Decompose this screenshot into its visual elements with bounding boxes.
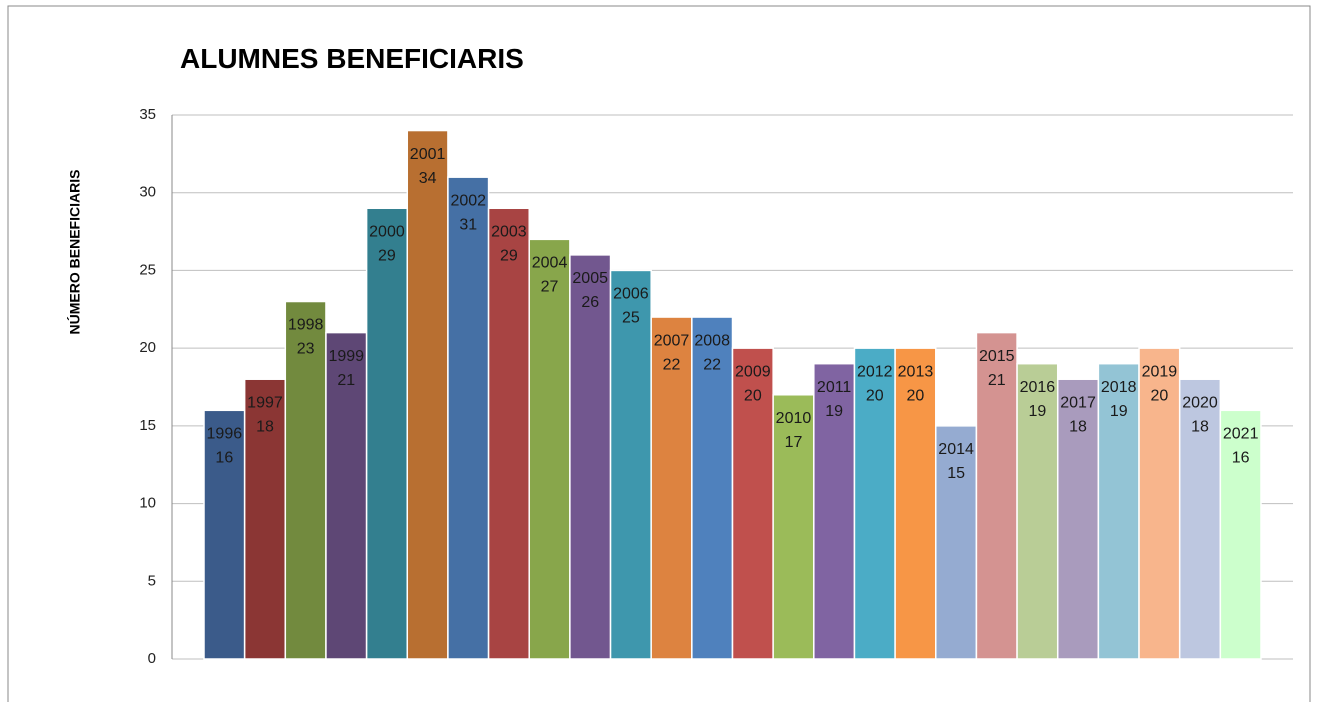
y-tick-label: 10 (139, 495, 156, 512)
bar (935, 425, 978, 660)
data-label-category: 2011 (817, 379, 852, 396)
bar (1178, 378, 1222, 660)
data-label-value: 19 (1029, 403, 1047, 420)
chart-frame (7, 5, 1311, 702)
data-label-value: 20 (1150, 387, 1168, 404)
bar (284, 300, 327, 660)
bar (650, 316, 693, 660)
bar (365, 207, 409, 660)
data-label-value: 29 (500, 247, 518, 264)
data-label-category: 2020 (1182, 394, 1218, 411)
data-label-value: 16 (1232, 450, 1250, 467)
data-label-category: 2006 (613, 286, 649, 303)
data-label-category: 2013 (898, 363, 934, 380)
data-label-category: 2009 (735, 363, 771, 380)
bar (1056, 378, 1100, 660)
data-label-value: 22 (703, 356, 721, 373)
data-label-value: 26 (581, 294, 599, 311)
data-label-value: 18 (1069, 418, 1087, 435)
data-label-value: 31 (459, 216, 477, 233)
data-label-category: 2002 (450, 192, 486, 209)
data-label-value: 15 (947, 465, 965, 482)
y-tick-label: 5 (148, 572, 156, 589)
bar (487, 207, 530, 660)
y-tick-label: 30 (139, 184, 156, 201)
bar (975, 331, 1018, 660)
data-label-category: 2000 (369, 223, 405, 240)
y-axis-label: NÚMERO BENEFICIARIS (66, 170, 83, 335)
data-label-category: 2003 (491, 223, 527, 240)
data-label-category: 2012 (857, 363, 893, 380)
data-label-category: 2001 (410, 146, 446, 163)
data-label-value: 18 (256, 418, 274, 435)
data-label-category: 2017 (1060, 394, 1096, 411)
bar (853, 347, 896, 660)
y-tick-label: 35 (139, 106, 156, 123)
bar (325, 331, 368, 660)
bar (1219, 409, 1262, 660)
data-label-value: 16 (215, 450, 233, 467)
data-label-category: 2015 (979, 348, 1015, 365)
data-label-value: 29 (378, 247, 396, 264)
data-label-value: 21 (337, 372, 355, 389)
bar (813, 362, 856, 660)
data-label-value: 19 (825, 403, 843, 420)
y-tick-label: 25 (139, 261, 156, 278)
data-label-category: 2005 (572, 270, 608, 287)
data-label-category: 2021 (1223, 426, 1259, 443)
data-label-value: 17 (785, 434, 803, 451)
bar (609, 269, 652, 660)
bar (1138, 347, 1181, 660)
bar (731, 347, 774, 660)
data-label-value: 23 (297, 341, 315, 358)
data-label-category: 1999 (328, 348, 364, 365)
y-tick-label: 20 (139, 339, 156, 356)
y-tick-label: 15 (139, 417, 156, 434)
bar (406, 129, 449, 660)
bar (528, 238, 571, 660)
data-label-value: 27 (541, 279, 559, 296)
bar (772, 394, 815, 660)
data-label-category: 2018 (1101, 379, 1137, 396)
bar (447, 176, 490, 660)
data-label-category: 2007 (654, 332, 690, 349)
data-label-value: 20 (866, 387, 884, 404)
data-label-value: 20 (907, 387, 925, 404)
data-label-value: 22 (663, 356, 681, 373)
bar (203, 409, 246, 660)
data-label-value: 25 (622, 310, 640, 327)
data-label-category: 2008 (694, 332, 730, 349)
data-label-category: 1997 (247, 394, 283, 411)
data-label-category: 2010 (776, 410, 812, 427)
data-label-category: 2019 (1142, 363, 1178, 380)
data-label-value: 21 (988, 372, 1006, 389)
bar (1016, 362, 1059, 660)
chart-title: ALUMNES BENEFICIARIS (180, 43, 524, 74)
data-label-value: 18 (1191, 418, 1209, 435)
data-label-value: 19 (1110, 403, 1128, 420)
data-label-category: 1996 (207, 426, 243, 443)
data-label-value: 20 (744, 387, 762, 404)
bar (1097, 362, 1140, 660)
bar (569, 254, 612, 660)
data-label-category: 2004 (532, 255, 568, 272)
data-label-category: 2014 (938, 441, 974, 458)
y-tick-label: 0 (148, 650, 156, 667)
data-label-category: 1998 (288, 317, 324, 334)
bar (894, 347, 937, 660)
data-label-category: 2016 (1020, 379, 1056, 396)
data-label-value: 34 (419, 170, 437, 187)
bar (691, 316, 734, 660)
